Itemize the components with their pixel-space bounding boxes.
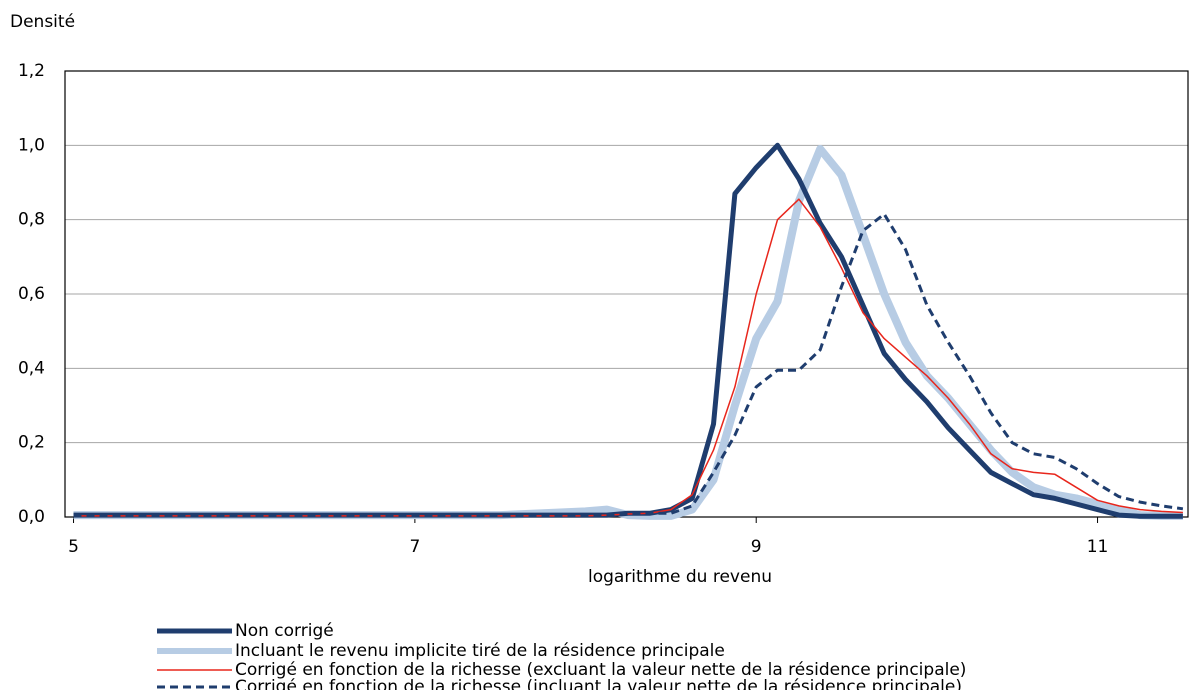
y-tick-label: 0,8 xyxy=(18,210,45,230)
y-tick-label: 0,0 xyxy=(18,507,45,527)
y-tick-label: 0,6 xyxy=(18,284,45,304)
legend-label: Non corrigé xyxy=(235,621,334,641)
x-tick-label: 7 xyxy=(409,537,420,557)
x-tick-label: 5 xyxy=(68,537,79,557)
x-tick-label: 9 xyxy=(751,537,762,557)
y-tick-label: 0,2 xyxy=(18,433,45,453)
x-axis-label: logarithme du revenu xyxy=(588,567,772,587)
y-tick-label: 1,0 xyxy=(18,135,45,155)
series-line xyxy=(73,145,1183,520)
y-axis-label: Densité xyxy=(10,12,75,32)
legend-label: Incluant le revenu implicite tiré de la … xyxy=(235,641,725,661)
legend-label: Corrigé en fonction de la richesse (excl… xyxy=(235,660,966,680)
series-line xyxy=(73,142,1183,519)
x-tick-label: 11 xyxy=(1087,537,1109,557)
y-tick-label: 0,4 xyxy=(18,358,45,378)
y-tick-label: 1,2 xyxy=(18,61,45,81)
legend-label: Corrigé en fonction de la richesse (incl… xyxy=(235,677,962,690)
series-line xyxy=(73,198,1183,517)
series-line xyxy=(73,212,1184,518)
